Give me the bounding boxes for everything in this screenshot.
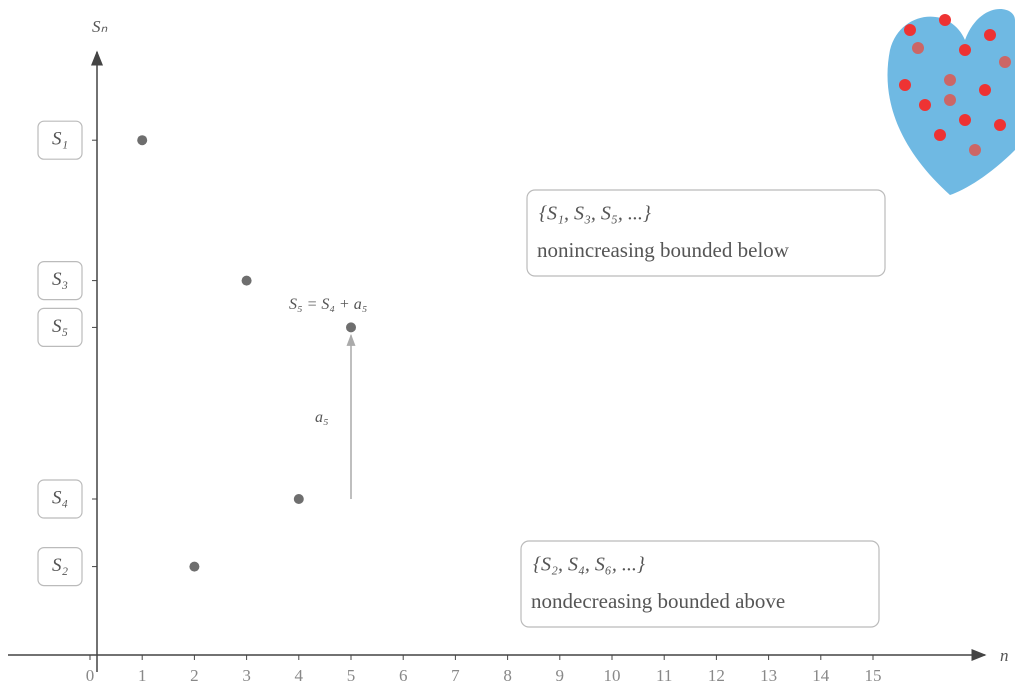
x-tick-label: 8	[503, 666, 512, 685]
point	[137, 135, 147, 145]
x-tick-label: 9	[556, 666, 565, 685]
point	[189, 562, 199, 572]
x-tick-label: 10	[604, 666, 621, 685]
x-tick-label: 14	[812, 666, 830, 685]
heart	[888, 9, 1015, 195]
x-tick-label: 0	[86, 666, 95, 685]
set-label: {S₂, S₄, S₆, ...}	[533, 554, 645, 576]
x-tick-label: 7	[451, 666, 460, 685]
point	[294, 494, 304, 504]
x-tick-label: 1	[138, 666, 147, 685]
x-axis-label: n	[1000, 646, 1009, 665]
y-tick-label: S₃	[52, 269, 68, 290]
x-tick-label: 12	[708, 666, 725, 685]
chart: n Sₙ 0123456789101112131415S₂S₄S₅S₃S₁S₅ …	[0, 0, 1015, 692]
y-tick-label: S₂	[52, 555, 69, 576]
point	[242, 276, 252, 286]
x-tick-label: 15	[865, 666, 882, 685]
annotation: a₅	[315, 409, 329, 426]
set-description: nonincreasing bounded below	[537, 238, 790, 262]
x-tick-label: 2	[190, 666, 199, 685]
y-tick-label: S₄	[52, 487, 68, 508]
annotation: S₅ = S₄ + a₅	[289, 296, 367, 313]
point	[346, 322, 356, 332]
x-tick-label: 13	[760, 666, 777, 685]
y-axis-label: Sₙ	[92, 17, 108, 36]
y-tick-label: S₅	[52, 316, 68, 337]
x-tick-label: 5	[347, 666, 356, 685]
x-tick-label: 3	[242, 666, 251, 685]
x-tick-label: 4	[295, 666, 304, 685]
y-tick-label: S₁	[52, 129, 68, 150]
set-label: {S₁, S₃, S₅, ...}	[539, 203, 651, 225]
x-tick-label: 11	[656, 666, 672, 685]
set-description: nondecreasing bounded above	[531, 589, 785, 613]
x-tick-label: 6	[399, 666, 408, 685]
